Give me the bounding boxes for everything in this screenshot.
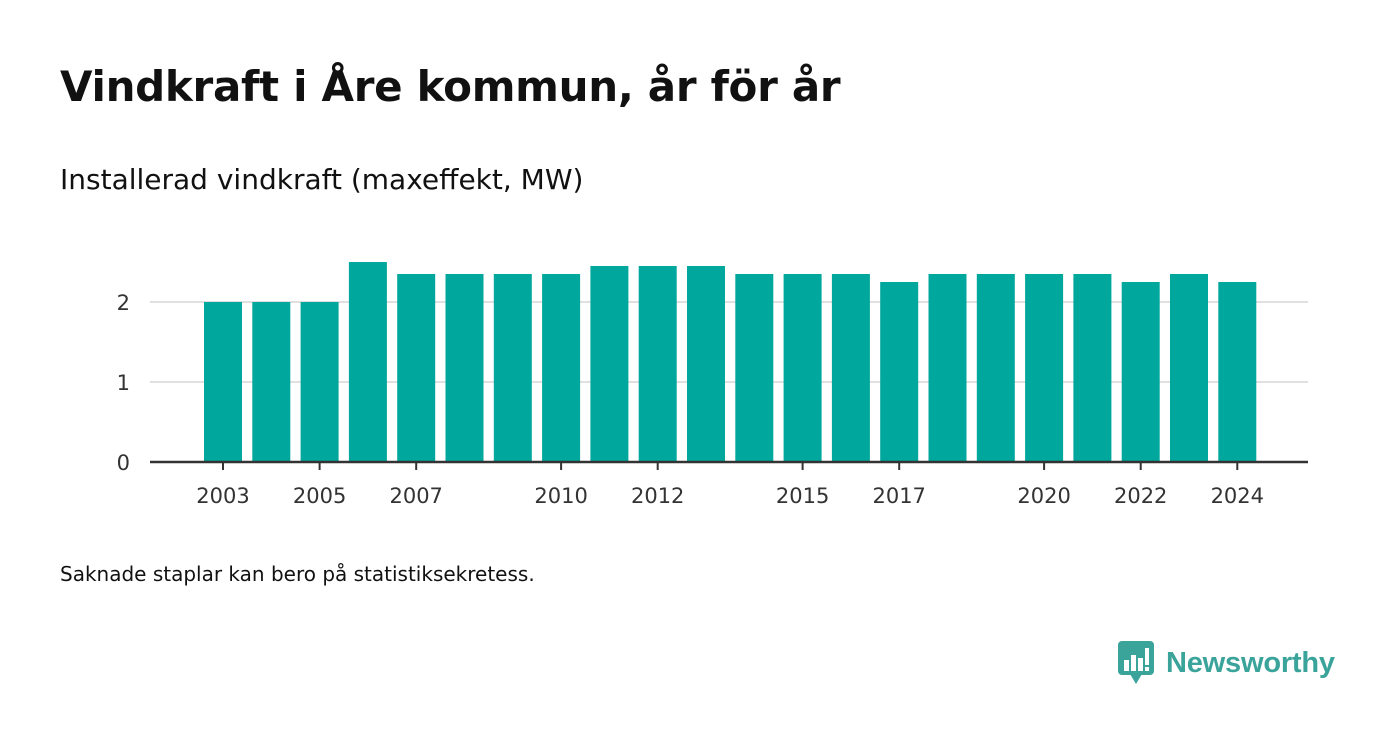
bar-2022 <box>1121 282 1160 462</box>
bar-2024 <box>1218 282 1257 462</box>
bar-2006 <box>348 262 387 462</box>
bar-2016 <box>831 274 870 462</box>
x-tick-label: 2024 <box>1211 484 1264 508</box>
bar-2009 <box>493 274 532 462</box>
x-tick-label: 2010 <box>534 484 587 508</box>
bar-2011 <box>590 266 629 462</box>
chart-title: Vindkraft i Åre kommun, år för år <box>60 62 841 111</box>
gridlines <box>150 301 1308 383</box>
y-tick-label: 1 <box>117 371 130 395</box>
bar-2014 <box>735 274 774 462</box>
bars <box>204 262 1257 462</box>
bar-2015 <box>783 274 822 462</box>
y-tick-label: 0 <box>117 451 130 475</box>
x-tick-label: 2007 <box>389 484 442 508</box>
bar-2021 <box>1073 274 1112 462</box>
x-tick-label: 2003 <box>196 484 249 508</box>
bar-2004 <box>252 302 291 462</box>
bar-chart-speech-bubble-icon <box>1118 641 1154 684</box>
bar-2020 <box>1025 274 1064 462</box>
newsworthy-logo: Newsworthy <box>1118 641 1335 685</box>
x-tick-label: 2005 <box>293 484 346 508</box>
x-tick-label: 2022 <box>1114 484 1167 508</box>
axes: 0 1 2 2003 2005 2007 2010 2012 2015 2017 2020 2022 2… <box>117 291 1308 508</box>
x-tick-label: 2017 <box>872 484 925 508</box>
bar-2007 <box>397 274 436 462</box>
bar-2023 <box>1170 274 1208 462</box>
bar-2017 <box>880 282 919 462</box>
x-tick-label: 2020 <box>1017 484 1070 508</box>
brand-name: Newsworthy <box>1166 646 1335 679</box>
y-tick-label: 2 <box>117 291 130 315</box>
x-tick-label: 2012 <box>631 484 684 508</box>
bar-2010 <box>542 274 581 462</box>
chart-subtitle: Installerad vindkraft (maxeffekt, MW) <box>60 163 584 196</box>
x-tick-label: 2015 <box>776 484 829 508</box>
bar-2003 <box>204 302 242 462</box>
bar-2008 <box>445 274 484 462</box>
bar-2019 <box>976 274 1015 462</box>
bar-2013 <box>687 266 725 462</box>
bar-2005 <box>300 302 339 462</box>
bar-2012 <box>638 266 677 462</box>
footnote: Saknade staplar kan bero på statistiksek… <box>60 562 535 586</box>
bar-2018 <box>928 274 967 462</box>
